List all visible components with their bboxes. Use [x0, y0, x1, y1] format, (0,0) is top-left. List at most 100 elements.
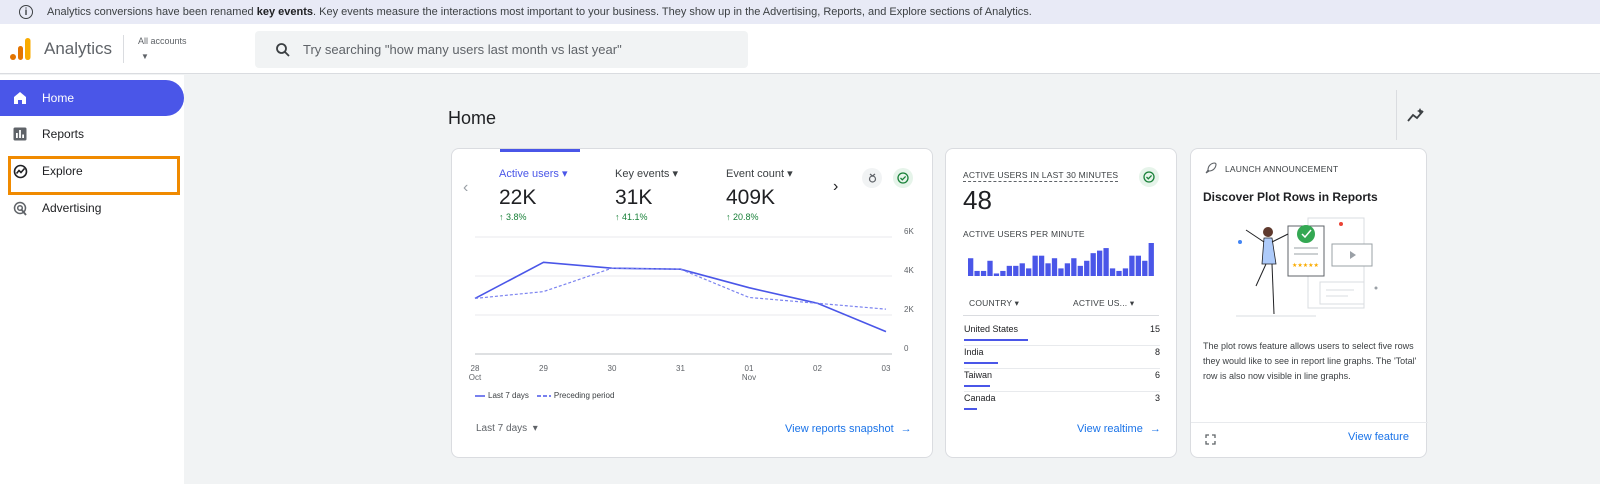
country-value: 3	[1154, 393, 1160, 403]
x-tick-label: 03	[881, 364, 891, 373]
chart-legend: Last 7 days Preceding period	[475, 391, 614, 400]
country-bar	[964, 339, 1028, 341]
metric-key-events[interactable]: Key events ▾ 31K ↑ 41.1%	[615, 167, 678, 222]
divider	[123, 35, 124, 63]
minute-bar	[1026, 268, 1032, 276]
metric-active-users[interactable]: Active users ▾ 22K ↑ 3.8%	[499, 167, 568, 222]
caret-down-icon[interactable]: ▼	[141, 52, 149, 61]
realtime-card: ACTIVE USERS IN LAST 30 MINUTES 48 ACTIV…	[945, 148, 1177, 458]
minute-bar	[1071, 258, 1077, 276]
minute-bar	[1129, 255, 1135, 276]
divider	[964, 345, 1160, 346]
metric-value: 31K	[615, 186, 653, 209]
x-tick-label: 30	[607, 364, 617, 373]
country-bar	[964, 362, 998, 364]
metric-label: Key events ▾	[615, 168, 678, 180]
app-name: Analytics	[44, 39, 113, 58]
date-range-selector[interactable]: Last 7 days ▾	[476, 423, 538, 434]
sidebar-item-reports[interactable]: Reports	[0, 116, 184, 152]
sidebar-item-label: Reports	[42, 127, 85, 141]
search-icon	[276, 42, 290, 57]
country-row[interactable]: Taiwan 6	[964, 370, 1160, 392]
sidebar-item-label: Explore	[42, 164, 83, 178]
active-tab-indicator	[500, 149, 580, 152]
explore-highlight	[8, 156, 180, 195]
per-minute-bar-chart	[968, 243, 1154, 276]
minute-bar	[1135, 255, 1141, 276]
announcement-description: The plot rows feature allows users to se…	[1203, 341, 1417, 381]
view-feature-link[interactable]: View feature	[1348, 431, 1409, 443]
minute-bar	[1038, 255, 1045, 276]
check-circle-icon[interactable]	[1139, 167, 1159, 187]
divider	[1191, 422, 1428, 423]
overview-card: ‹ Active users ▾ 22K ↑ 3.8% Key events ▾…	[451, 148, 933, 458]
sidebar-item-advertising[interactable]: Advertising	[0, 190, 184, 226]
minute-bar	[1058, 268, 1064, 276]
sidebar-item-label: Home	[42, 91, 75, 105]
sidebar-item-label: Advertising	[42, 201, 102, 215]
home-icon	[12, 90, 28, 106]
trophy-icon[interactable]	[862, 168, 882, 188]
minute-bar	[1045, 263, 1051, 276]
country-bar	[964, 385, 990, 387]
top-bar: Analytics All accounts ▼ Try searching "…	[0, 24, 1600, 74]
minute-bar	[1032, 255, 1038, 276]
country-row[interactable]: India 8	[964, 347, 1160, 369]
minute-bar	[1090, 253, 1096, 276]
per-minute-label: ACTIVE USERS PER MINUTE	[963, 229, 1085, 239]
country-value: 15	[1149, 324, 1160, 334]
search-input[interactable]: Try searching "how many users last month…	[303, 42, 622, 57]
minute-bar	[993, 273, 1000, 276]
divider	[964, 368, 1160, 369]
x-tick-label: 01 Nov	[741, 364, 757, 382]
arrow-right-icon: →	[900, 423, 912, 435]
explore-icon	[12, 163, 28, 179]
minute-bar	[1000, 270, 1006, 276]
country-column-header[interactable]: COUNTRY ▾	[969, 298, 1020, 308]
sidebar-item-home[interactable]: Home	[0, 80, 184, 116]
realtime-value: 48	[963, 185, 992, 215]
minute-bar	[1013, 265, 1019, 276]
metric-change: ↑ 41.1%	[615, 212, 648, 222]
country-value: 8	[1154, 347, 1160, 357]
view-realtime-link[interactable]: View realtime →	[1077, 423, 1161, 435]
realtime-title: ACTIVE USERS IN LAST 30 MINUTES	[963, 170, 1119, 182]
minute-bar	[1097, 250, 1103, 276]
y-tick-label: 0	[904, 344, 909, 353]
metric-value: 22K	[499, 186, 537, 209]
minute-bar	[1064, 263, 1071, 276]
minute-bar	[1122, 268, 1129, 276]
country-value: 6	[1154, 370, 1160, 380]
minute-bar	[1077, 265, 1083, 276]
search-bar[interactable]: Try searching "how many users last month…	[255, 31, 748, 68]
country-row[interactable]: United States 15	[964, 324, 1160, 346]
chevron-right-icon[interactable]: ›	[833, 178, 839, 195]
minute-bar	[1116, 270, 1122, 276]
minute-bar	[1051, 258, 1058, 276]
country-bar	[964, 408, 977, 410]
metric-event-count[interactable]: Event count ▾ 409K ↑ 20.8%	[726, 167, 793, 222]
sidebar-item-explore[interactable]: Explore	[0, 153, 184, 189]
divider	[1396, 90, 1397, 140]
users-column-header[interactable]: ACTIVE US... ▾	[1073, 298, 1135, 308]
metric-label: Event count ▾	[726, 168, 793, 180]
fullscreen-icon[interactable]	[1205, 434, 1216, 445]
minute-bar	[974, 270, 980, 276]
country-name: Canada	[964, 393, 996, 403]
arrow-right-icon: →	[1149, 423, 1161, 435]
minute-bar	[1084, 260, 1090, 276]
minute-bar	[1103, 248, 1109, 276]
insights-icon[interactable]	[1406, 106, 1426, 126]
announcement-tag: LAUNCH ANNOUNCEMENT	[1225, 164, 1339, 174]
minute-bar	[1148, 243, 1154, 276]
chevron-left-icon[interactable]: ‹	[463, 179, 469, 196]
country-row[interactable]: Canada 3	[964, 393, 1160, 410]
analytics-logo-icon[interactable]	[10, 38, 32, 60]
account-selector-label[interactable]: All accounts	[138, 36, 187, 46]
svg-text:★★★★★: ★★★★★	[1292, 262, 1319, 269]
view-reports-snapshot-link[interactable]: View reports snapshot →	[785, 423, 912, 435]
check-circle-icon[interactable]	[893, 168, 913, 188]
info-banner: i Analytics conversions have been rename…	[0, 0, 1600, 24]
legend-previous: Preceding period	[553, 391, 615, 400]
legend-current: Last 7 days	[488, 391, 529, 400]
